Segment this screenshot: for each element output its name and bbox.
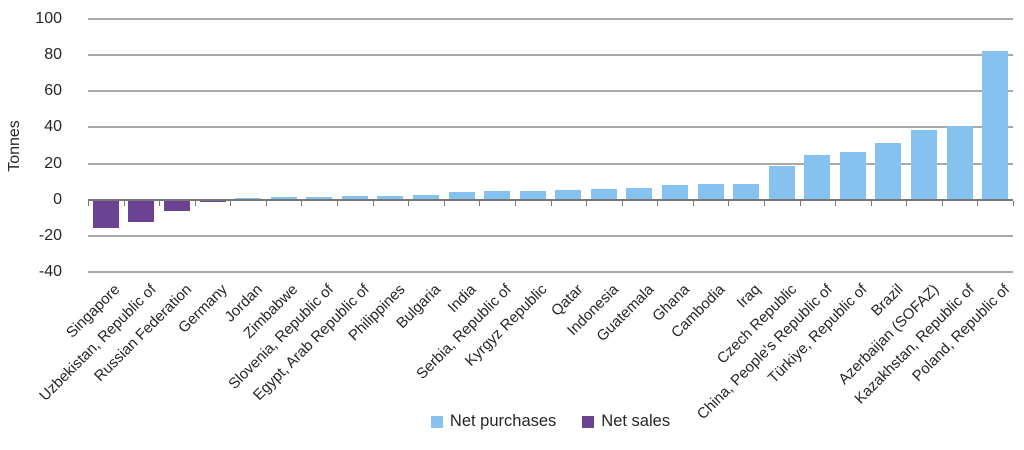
bar	[768, 166, 795, 200]
x-axis-tick	[194, 200, 196, 206]
x-axis-tick	[230, 200, 232, 206]
legend: Net purchases Net sales	[88, 412, 1013, 431]
bar	[519, 190, 546, 200]
bar	[804, 154, 831, 200]
legend-label-net-sales: Net sales	[601, 412, 671, 430]
bar	[199, 199, 226, 203]
bar	[555, 189, 582, 200]
x-axis-tick	[337, 200, 339, 206]
x-axis-tick	[123, 200, 125, 206]
bar	[626, 188, 653, 200]
x-axis-tick	[657, 200, 659, 206]
gridline	[88, 271, 1013, 273]
x-axis-tick	[443, 200, 445, 206]
bar	[412, 195, 439, 200]
x-axis-tick	[870, 200, 872, 206]
bar	[697, 184, 724, 200]
gridline	[88, 90, 1013, 93]
x-axis-tick	[835, 200, 837, 206]
bar	[270, 197, 297, 200]
y-tick-label: 0	[53, 190, 62, 208]
x-axis-line	[88, 199, 1013, 201]
x-axis-tick	[621, 200, 623, 206]
x-axis-tick	[799, 200, 801, 206]
bar	[982, 50, 1009, 200]
x-axis-tick	[1013, 200, 1014, 206]
bar	[377, 195, 404, 200]
bar	[733, 183, 760, 200]
x-axis-tick	[586, 200, 588, 206]
bar	[163, 199, 190, 211]
bar	[235, 197, 262, 200]
x-axis-tick	[728, 200, 730, 206]
bar	[448, 191, 475, 200]
gridline	[88, 126, 1013, 129]
bar	[946, 125, 973, 200]
legend-item-net-purchases: Net purchases	[430, 412, 557, 431]
y-tick-label: 40	[44, 118, 62, 136]
x-axis-tick	[372, 200, 374, 206]
legend-label-net-purchases: Net purchases	[449, 412, 557, 430]
gridline	[88, 18, 1013, 20]
net-purchases-swatch-icon	[430, 415, 443, 428]
x-axis-tick	[265, 200, 267, 206]
y-tick-label: 60	[44, 82, 62, 100]
x-axis-tick	[941, 200, 943, 206]
x-axis-tick	[763, 200, 765, 206]
y-tick-label: 100	[35, 10, 62, 27]
y-tick-label: -20	[38, 226, 62, 244]
x-axis-tick	[977, 200, 979, 206]
y-tick-label: 20	[44, 154, 62, 172]
gridline	[88, 54, 1013, 57]
x-axis-tick	[408, 200, 410, 206]
x-axis-tick	[550, 200, 552, 206]
bar	[341, 195, 368, 200]
x-axis-tick	[301, 200, 303, 206]
bar	[590, 189, 617, 200]
x-axis-tick	[479, 200, 481, 206]
y-tick-label: -40	[38, 263, 62, 280]
x-axis-tick	[906, 200, 908, 206]
gridline	[88, 234, 1013, 237]
net-sales-swatch-icon	[582, 415, 595, 428]
x-axis-tick	[159, 200, 161, 206]
x-axis-label: Iraq	[733, 281, 765, 312]
bar	[306, 197, 333, 200]
bar	[662, 185, 689, 200]
bar	[128, 199, 155, 223]
bar	[484, 191, 511, 200]
y-tick-label: 80	[44, 46, 62, 64]
bar	[875, 142, 902, 200]
bar	[92, 199, 119, 228]
bar	[911, 130, 938, 200]
x-axis-tick	[514, 200, 516, 206]
x-axis-tick	[88, 200, 89, 206]
legend-item-net-sales: Net sales	[582, 412, 670, 431]
x-axis-tick	[692, 200, 694, 206]
gridline	[88, 162, 1013, 165]
bar	[839, 151, 866, 200]
